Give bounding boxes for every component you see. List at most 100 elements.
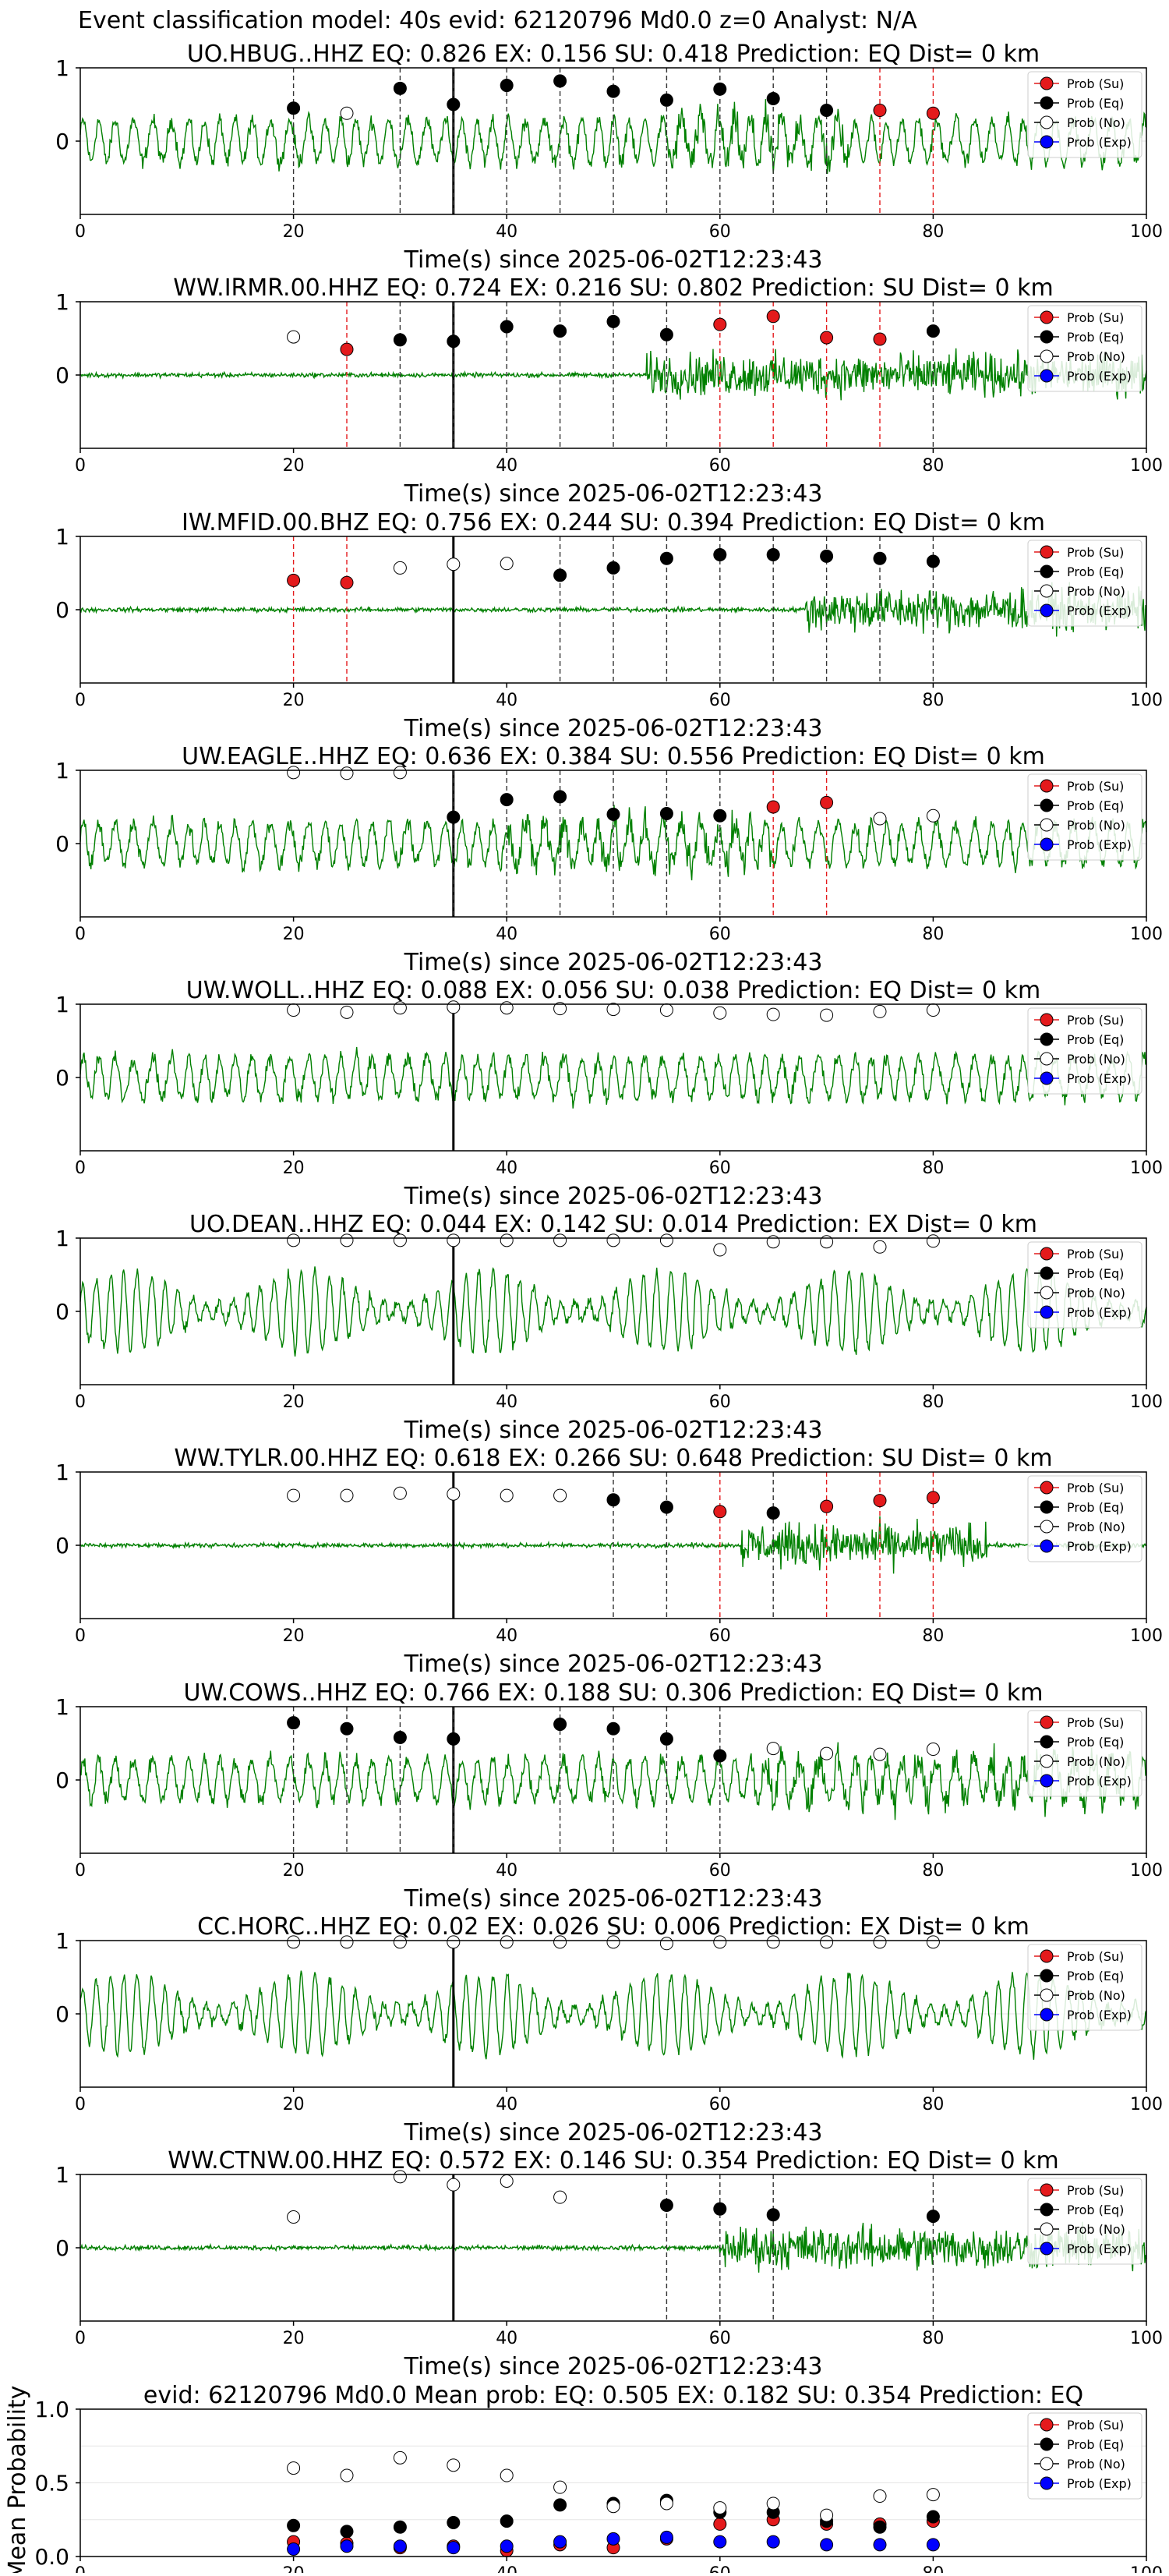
panel-9-point-no — [606, 1935, 620, 1949]
panel-3-legend-label-eq: Prob (Eq) — [1067, 564, 1124, 579]
panel-8-xtick-label: 0 — [75, 1861, 86, 1881]
panel-4-point-no — [873, 812, 887, 826]
mean-panel-point-eq — [287, 2518, 301, 2532]
panel-8-point-eq — [287, 1716, 301, 1730]
mean-panel-point-exp — [766, 2535, 780, 2549]
panel-7-xtick-label: 0 — [75, 1626, 86, 1646]
panel-1-point-eq — [393, 81, 407, 95]
panel-7-title: WW.TYLR.00.HHZ EQ: 0.618 EX: 0.266 SU: 0… — [174, 1445, 1052, 1472]
panel-2-point-eq — [659, 327, 673, 341]
panel-6-point-no — [820, 1235, 834, 1249]
panel-5-legend-marker-exp — [1040, 1071, 1054, 1085]
mean-panel-legend-label-exp: Prob (Exp) — [1067, 2476, 1132, 2491]
panel-7-legend-marker-exp — [1040, 1539, 1054, 1553]
mean-panel-legend-label-eq: Prob (Eq) — [1067, 2437, 1124, 2452]
panel-7-ytick-label: 0 — [55, 1533, 69, 1559]
panel-3-point-eq — [926, 554, 940, 568]
panel-6-legend-frame — [1027, 1241, 1143, 1329]
mean-panel-xtick-label: 20 — [283, 2564, 305, 2573]
mean-panel-point-no — [926, 2488, 940, 2502]
panel-7-point-eq — [659, 1500, 673, 1514]
panel-7-point-no — [393, 1486, 407, 1500]
panel-9-point-no — [926, 1935, 940, 1949]
panel-9-legend-frame — [1027, 1944, 1143, 2031]
panel-4-xtick-label: 100 — [1130, 925, 1163, 944]
panel-5-ytick-label: 1 — [55, 992, 69, 1017]
panel-7-xtick-label: 20 — [283, 1626, 305, 1646]
panel-3-point-eq — [553, 568, 567, 582]
panel-4-xtick-label: 60 — [709, 925, 731, 944]
panel-6-legend-marker-no — [1040, 1286, 1054, 1300]
panel-3-legend-label-exp: Prob (Exp) — [1067, 603, 1132, 618]
panel-1-legend-label-eq: Prob (Eq) — [1067, 96, 1124, 111]
panel-4-xtick-label: 20 — [283, 925, 305, 944]
panel-6-xlabel: Time(s) since 2025-06-02T12:23:43 — [404, 1417, 823, 1444]
panel-1: UO.HBUG..HHZ EQ: 0.826 EX: 0.156 SU: 0.4… — [55, 41, 1163, 274]
mean-panel-point-exp — [820, 2538, 834, 2552]
panel-1-point-eq — [500, 79, 514, 93]
panel-2-point-eq — [393, 333, 407, 347]
panel-7-legend-marker-eq — [1040, 1500, 1054, 1514]
mean-panel-point-no — [287, 2461, 301, 2475]
panel-8-legend-label-eq: Prob (Eq) — [1067, 1735, 1124, 1750]
panel-1-ytick-label: 1 — [55, 55, 69, 81]
panel-7-xtick-label: 40 — [496, 1626, 517, 1646]
panel-8-point-no — [873, 1747, 887, 1761]
panel-5-xtick-label: 80 — [922, 1159, 944, 1178]
panel-8-legend-label-su: Prob (Su) — [1067, 1715, 1124, 1730]
panel-5-point-no — [287, 1003, 301, 1017]
panel-2-xtick-label: 20 — [283, 456, 305, 476]
panel-2-xtick-label: 40 — [496, 456, 517, 476]
panel-4-legend-label-no: Prob (No) — [1067, 818, 1125, 833]
panel-1-xtick-label: 60 — [709, 222, 731, 242]
panel-6-point-no — [340, 1233, 354, 1247]
panel-4-xtick-label: 40 — [496, 925, 517, 944]
panel-6-point-no — [500, 1233, 514, 1247]
mean-panel-legend-marker-eq — [1040, 2437, 1054, 2451]
panel-7-point-eq — [766, 1506, 780, 1520]
panel-4-xtick-label: 0 — [75, 925, 86, 944]
panel-2-legend-marker-eq — [1040, 330, 1054, 344]
panel-4-legend-marker-su — [1040, 779, 1054, 793]
panel-2-point-su — [873, 332, 887, 346]
mean-panel-xtick-label: 40 — [496, 2564, 517, 2573]
panel-4-point-no — [926, 809, 940, 823]
panel-4-legend-marker-no — [1040, 818, 1054, 832]
panel-5-xtick-label: 0 — [75, 1159, 86, 1178]
panel-7-point-eq — [606, 1493, 620, 1507]
panel-8-point-eq — [659, 1732, 673, 1746]
panel-4-point-no — [340, 766, 354, 780]
panel-5-legend-label-no: Prob (No) — [1067, 1052, 1125, 1067]
mean-panel-point-no — [500, 2468, 514, 2482]
panel-4-legend-label-su: Prob (Su) — [1067, 779, 1124, 794]
panel-9-waveform — [79, 1970, 1147, 2060]
panel-10-xtick-label: 0 — [75, 2329, 86, 2348]
panel-3-point-no — [500, 557, 514, 571]
panel-1-waveform — [79, 99, 1147, 175]
panel-8-xtick-label: 80 — [922, 1861, 944, 1881]
panel-4-title: UW.EAGLE..HHZ EQ: 0.636 EX: 0.384 SU: 0.… — [182, 743, 1045, 770]
panel-2-legend-label-eq: Prob (Eq) — [1067, 330, 1124, 345]
panel-8-title: UW.COWS..HHZ EQ: 0.766 EX: 0.188 SU: 0.3… — [183, 1679, 1043, 1707]
panel-2-legend-label-no: Prob (No) — [1067, 349, 1125, 364]
panel-6-xtick-label: 0 — [75, 1392, 86, 1412]
panel-8-xtick-label: 20 — [283, 1861, 305, 1881]
mean-panel-ytick-label: 0.5 — [34, 2471, 69, 2496]
panel-1-xtick-label: 20 — [283, 222, 305, 242]
panel-5-point-no — [659, 1003, 673, 1017]
panel-5-xtick-label: 40 — [496, 1159, 517, 1178]
panel-2-point-eq — [553, 324, 567, 338]
panel-6-point-no — [287, 1233, 301, 1247]
panel-5-legend-label-su: Prob (Su) — [1067, 1013, 1124, 1028]
panel-5-legend-frame — [1027, 1007, 1143, 1095]
panel-1-point-no — [340, 106, 354, 120]
panel-5-xlabel: Time(s) since 2025-06-02T12:23:43 — [404, 1183, 823, 1210]
panel-5-point-no — [553, 1002, 567, 1016]
mean-panel-point-exp — [553, 2535, 567, 2549]
panel-9-ytick-label: 0 — [55, 2001, 69, 2027]
panel-10-xtick-label: 80 — [922, 2329, 944, 2348]
panel-2-legend-marker-no — [1040, 349, 1054, 363]
panel-2-ytick-label: 0 — [55, 363, 69, 388]
panel-6-point-no — [447, 1233, 461, 1247]
panel-2-point-su — [766, 310, 780, 324]
